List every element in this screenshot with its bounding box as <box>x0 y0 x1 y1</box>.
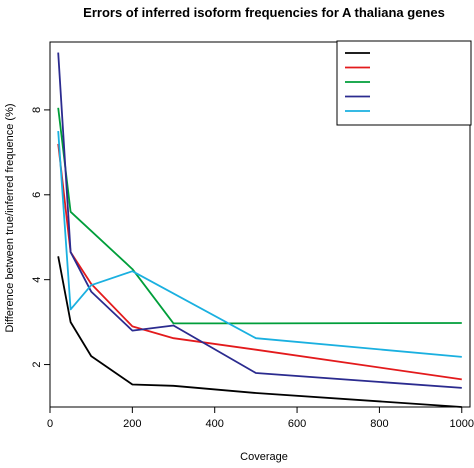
x-tick-label-3: 600 <box>288 418 306 430</box>
chart-title: Errors of inferred isoform frequencies f… <box>83 5 445 20</box>
plot-frame <box>49 41 471 408</box>
series-line-3 <box>57 52 462 389</box>
y-tick-label-0: 2 <box>31 361 43 367</box>
y-tick-label-2: 6 <box>31 192 43 198</box>
y-axis-label: Difference between true/inferred frequen… <box>4 103 16 332</box>
x-tick-label-2: 400 <box>206 418 224 430</box>
series-line-1 <box>57 143 462 381</box>
y-axis: 2 4 6 8 <box>31 107 50 368</box>
legend <box>336 40 472 126</box>
x-tick-label-0: 0 <box>47 418 53 430</box>
x-axis: 0 200 400 600 800 1000 <box>47 407 474 430</box>
x-tick-label-1: 200 <box>123 418 141 430</box>
x-tick-label-4: 800 <box>370 418 388 430</box>
x-axis-label: Coverage <box>240 451 288 463</box>
series-line-2 <box>57 107 462 325</box>
y-tick-label-3: 8 <box>31 107 43 113</box>
series-line-0 <box>57 256 462 408</box>
series-line-4 <box>57 131 462 358</box>
series-layer <box>57 52 462 408</box>
y-tick-label-1: 4 <box>31 277 43 283</box>
x-tick-label-5: 1000 <box>450 418 474 430</box>
